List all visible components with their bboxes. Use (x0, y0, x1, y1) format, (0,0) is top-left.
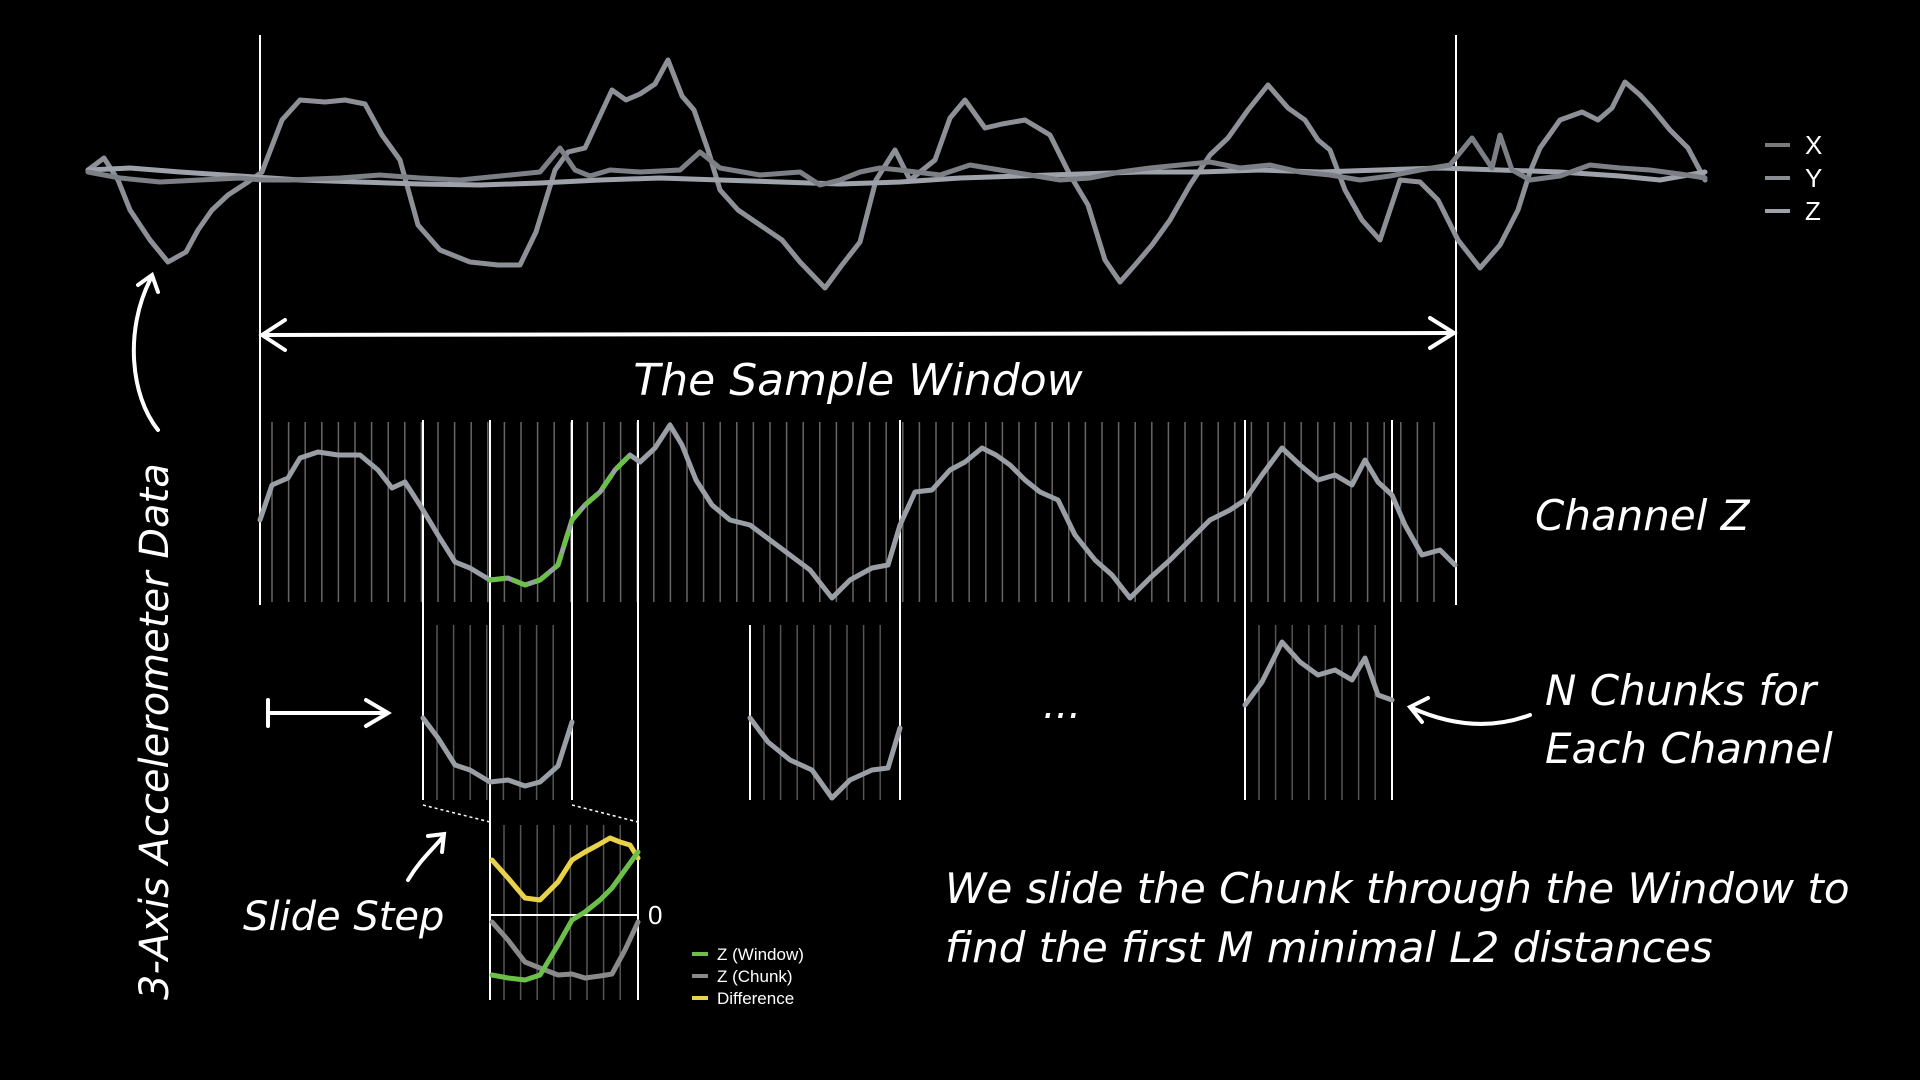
legend-item-x: X (1765, 130, 1822, 160)
legend-item-y: Y (1765, 163, 1822, 193)
zoom-connectors (422, 804, 639, 823)
slide-step-arrow-shaft (406, 836, 444, 882)
ellipsis: ... (1043, 682, 1081, 728)
channel-z-sample-ticks (271, 422, 1435, 602)
slide-step-arrow-head (426, 831, 447, 854)
zoom-legend: Z (Window) Z (Chunk) Difference (692, 945, 804, 1008)
window-span-left-head (258, 318, 287, 352)
channel-z-signal (257, 422, 1458, 601)
legend-label-z: Z (1805, 196, 1821, 226)
side-arrow (131, 271, 160, 432)
side-arrow-head (136, 271, 160, 294)
accelerometer-signals (85, 57, 1708, 291)
chunks-arrow (1406, 696, 1532, 726)
slide-step-label: Slide Step (243, 894, 444, 940)
legend-label-window: Z (Window) (717, 945, 804, 964)
legend-label-y: Y (1805, 163, 1822, 193)
chunks-label-line1: N Chunks for (1545, 666, 1819, 715)
window-label: The Sample Window (633, 355, 1083, 406)
caption-line2: find the first M minimal L2 distances (945, 923, 1713, 972)
zero-label: 0 (648, 900, 662, 930)
zoom-connector-left (422, 804, 491, 823)
chunk3-line (747, 715, 903, 801)
signal-y-line (85, 165, 1708, 188)
channel-label: Channel Z (1535, 491, 1751, 540)
window-span-right-head (1428, 316, 1458, 350)
chunk-boundaries (422, 420, 1393, 1000)
zoom-signals (489, 835, 641, 983)
zoom-window-line (489, 849, 641, 983)
signal-z-line (85, 132, 1708, 188)
channel-z-highlight (487, 452, 633, 588)
signal-legend: X Y Z (1765, 130, 1822, 226)
legend-label-difference: Difference (717, 989, 794, 1008)
zoom-difference-line (489, 835, 641, 903)
legend-item-z: Z (1765, 196, 1821, 226)
caption-line1: We slide the Chunk through the Window to (945, 864, 1850, 913)
chunks-arrow-shaft (1410, 706, 1532, 726)
side-label: 3-Axis Accelerometer Data (132, 463, 178, 1000)
slide-step-arrow (406, 831, 447, 882)
chunks-arrow-head (1406, 696, 1430, 724)
chunkn-line (1242, 639, 1395, 708)
signal-x-line-2 (259, 57, 1708, 291)
chunks-label-line2: Each Channel (1545, 724, 1833, 773)
zoom-chunk-line (489, 919, 641, 981)
chunk1-line (420, 715, 575, 789)
side-arrow-shaft (131, 278, 160, 432)
slide-arrow-head (364, 698, 392, 728)
chunk-signals (420, 639, 1395, 801)
window-span-line (260, 331, 1456, 337)
legend-label-x: X (1805, 130, 1822, 160)
legend-label-chunk: Z (Chunk) (717, 967, 793, 986)
zoom-connector-right (571, 804, 639, 823)
slide-arrow (266, 698, 392, 728)
window-span-arrow (258, 316, 1458, 352)
channel-z-line (257, 422, 1458, 601)
window-boundaries (259, 35, 1457, 605)
chunk-sample-ticks (436, 625, 1376, 800)
